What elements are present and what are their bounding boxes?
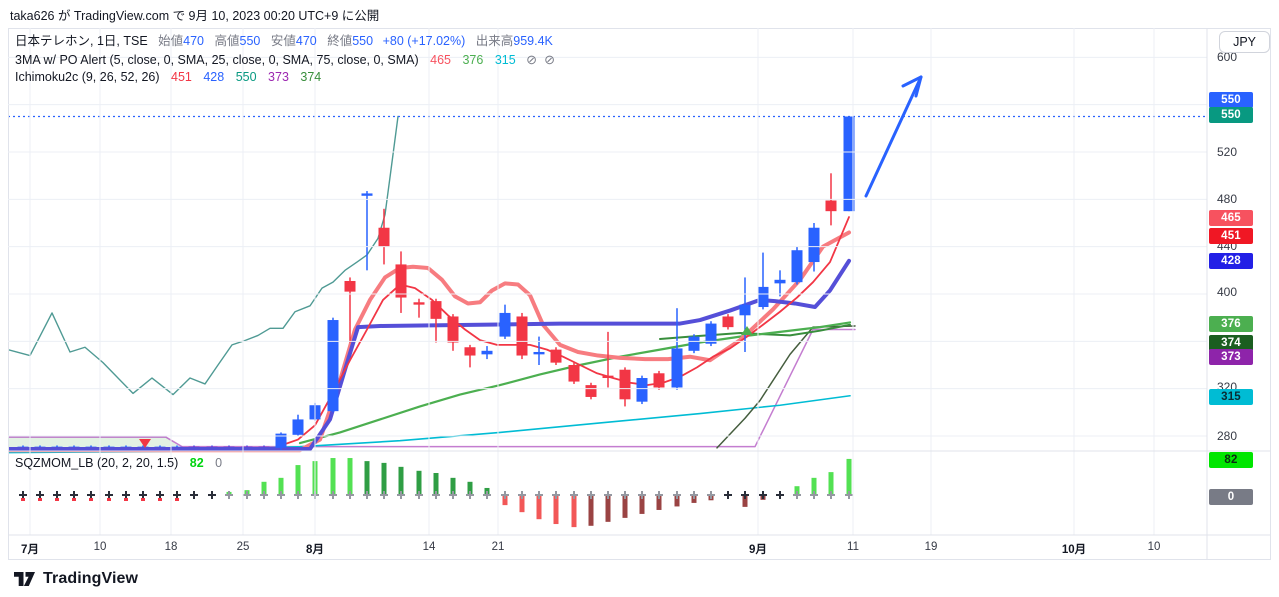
sqzmom-momentum-value: 82 — [189, 456, 204, 470]
ma5-value: 465 — [430, 52, 451, 67]
price-badge: 373 — [1209, 349, 1253, 365]
legend-ma-row[interactable]: 3MA w/ PO Alert (5, close, 0, SMA, 25, c… — [15, 51, 555, 70]
volume-label: 出来高 — [475, 34, 514, 48]
ma25-value: 376 — [462, 52, 484, 67]
price-axis-label: 400 — [1217, 285, 1238, 299]
price-badge: 550 — [1209, 107, 1253, 123]
tradingview-logo[interactable]: TradingView — [13, 569, 138, 589]
kijun-value: 428 — [203, 70, 225, 84]
legend-ichimoku-row[interactable]: Ichimoku2c (9, 26, 52, 26) 451 428 550 3… — [15, 69, 555, 87]
ma-indicator-name: 3MA w/ PO Alert (5, close, 0, SMA, 25, c… — [15, 52, 419, 67]
tenkan-value: 451 — [171, 70, 192, 84]
low-value: 470 — [295, 34, 317, 48]
price-badge: 374 — [1209, 335, 1253, 351]
close-value: 550 — [352, 34, 374, 48]
sqzmom-squeeze-value: 0 — [215, 456, 223, 470]
publish-attribution: taka626 が TradingView.com で 9月 10, 2023 … — [0, 0, 1279, 28]
ma75-value: 315 — [494, 52, 516, 67]
time-axis-label: 10 — [1147, 541, 1161, 553]
tradingview-logo-text: TradingView — [43, 569, 139, 587]
open-value: 470 — [183, 34, 205, 48]
time-axis-label: 14 — [422, 541, 436, 553]
open-label: 始値 — [158, 34, 184, 48]
time-axis-label: 25 — [236, 541, 250, 553]
price-badge: 465 — [1209, 210, 1253, 226]
time-axis-label: 11 — [847, 541, 859, 553]
change-value: +80 (+17.02%) — [382, 34, 466, 48]
volume-value: 959.4K — [513, 34, 553, 48]
price-badge: 550 — [1209, 92, 1253, 108]
sqzmom-indicator-name: SQZMOM_LB (20, 2, 20, 1.5) — [15, 456, 179, 470]
time-axis-label: 19 — [924, 541, 938, 553]
price-axis-label: 280 — [1217, 429, 1238, 443]
senkou-a-value: 374 — [300, 70, 322, 84]
price-axis[interactable]: 600 520 480 440 400 320 280 550 550 465 451 428 376 3… — [1208, 28, 1279, 559]
price-badge: 315 — [1209, 389, 1253, 405]
time-axis-label: 9月 — [749, 544, 767, 556]
attribution-text: taka626 が TradingView.com で 9月 10, 2023 … — [10, 8, 380, 23]
price-axis-label: 480 — [1217, 192, 1238, 206]
low-label: 安値 — [270, 34, 296, 48]
chart-legend: 日本テレホン, 1日, TSE 始値470 高値550 安値470 終値550 … — [15, 33, 555, 87]
price-badge: 451 — [1209, 228, 1253, 244]
price-axis-label: 520 — [1217, 145, 1238, 159]
legend-symbol-row[interactable]: 日本テレホン, 1日, TSE 始値470 高値550 安値470 終値550 … — [15, 33, 555, 51]
senkou-b-value: 373 — [268, 70, 289, 84]
high-label: 高値 — [214, 34, 240, 48]
tradingview-logo-icon — [14, 571, 35, 586]
chikou-value: 550 — [235, 70, 257, 84]
price-axis-label: 600 — [1217, 50, 1238, 64]
hidden-series-icon[interactable]: ⊘ — [544, 51, 555, 67]
sqzmom-legend[interactable]: SQZMOM_LB (20, 2, 20, 1.5) 82 0 — [15, 456, 222, 470]
high-value: 550 — [239, 34, 261, 48]
time-axis-label: 21 — [491, 541, 505, 553]
time-axis-label: 8月 — [306, 544, 324, 556]
time-axis-label: 10月 — [1061, 544, 1087, 556]
close-label: 終値 — [327, 34, 353, 48]
price-badge: 428 — [1209, 253, 1253, 269]
time-axis-label: 10 — [93, 541, 107, 553]
footer-bar: TradingView — [0, 560, 1279, 597]
currency-toggle-button[interactable]: JPY — [1219, 31, 1270, 53]
ichimoku-indicator-name: Ichimoku2c (9, 26, 52, 26) — [15, 70, 160, 84]
hidden-series-icon[interactable]: ⊘ — [526, 51, 538, 67]
price-badge: 0 — [1209, 489, 1253, 505]
time-axis-label: 7月 — [21, 544, 39, 556]
time-axis[interactable]: 7月 10 18 25 8月 14 21 9月 11 19 10月 10 — [0, 535, 1207, 560]
price-badge: 376 — [1209, 316, 1253, 332]
symbol-title: 日本テレホン, 1日, TSE — [15, 34, 148, 48]
price-badge: 82 — [1209, 452, 1253, 468]
time-axis-label: 18 — [164, 541, 178, 553]
